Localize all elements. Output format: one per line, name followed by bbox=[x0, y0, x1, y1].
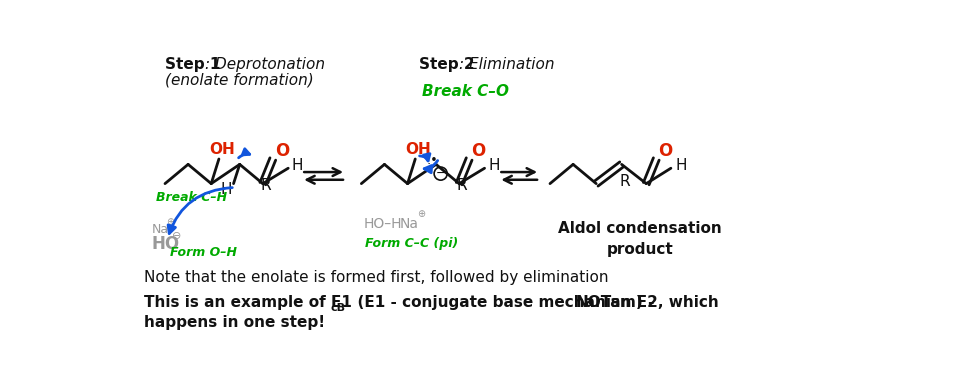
Text: H: H bbox=[291, 158, 303, 173]
Text: Break C–H: Break C–H bbox=[157, 191, 228, 204]
Text: R: R bbox=[260, 178, 271, 194]
Text: Na: Na bbox=[152, 223, 169, 236]
Text: : Elimination: : Elimination bbox=[458, 57, 554, 72]
Text: : Deprotonation: : Deprotonation bbox=[205, 57, 325, 72]
FancyArrowPatch shape bbox=[238, 149, 250, 158]
Text: ⊕: ⊕ bbox=[165, 217, 174, 227]
FancyArrowPatch shape bbox=[168, 188, 232, 234]
Text: NOT: NOT bbox=[575, 296, 611, 310]
Text: H: H bbox=[675, 158, 686, 173]
Text: Step 2: Step 2 bbox=[419, 57, 474, 72]
Text: O: O bbox=[471, 142, 485, 160]
Text: Note that the enolate is formed first, followed by elimination: Note that the enolate is formed first, f… bbox=[144, 270, 608, 285]
Text: Form O–H: Form O–H bbox=[170, 246, 236, 260]
Text: (enolate formation): (enolate formation) bbox=[165, 72, 313, 87]
Text: an E2, which: an E2, which bbox=[604, 296, 718, 310]
Text: (E1 - conjugate base mechanism) -: (E1 - conjugate base mechanism) - bbox=[346, 296, 658, 310]
Text: Break C–O: Break C–O bbox=[421, 84, 508, 99]
Text: R: R bbox=[456, 178, 467, 194]
Text: H: H bbox=[487, 158, 499, 173]
Text: −: − bbox=[435, 167, 446, 180]
Text: Step 1: Step 1 bbox=[165, 57, 220, 72]
Text: ⊖: ⊖ bbox=[172, 231, 181, 241]
Text: Form C–C (pi): Form C–C (pi) bbox=[364, 237, 457, 250]
Text: H: H bbox=[220, 182, 232, 197]
Text: Na: Na bbox=[399, 217, 418, 230]
Text: Aldol condensation
product: Aldol condensation product bbox=[557, 221, 721, 257]
FancyArrowPatch shape bbox=[419, 154, 430, 161]
Text: HO: HO bbox=[152, 235, 180, 253]
Text: ⊕: ⊕ bbox=[417, 210, 425, 220]
Text: OH: OH bbox=[209, 142, 234, 157]
Text: R: R bbox=[619, 174, 629, 189]
Text: O: O bbox=[657, 142, 672, 160]
Text: :•: :• bbox=[426, 154, 437, 167]
Text: OH: OH bbox=[405, 142, 431, 157]
Text: HO–H: HO–H bbox=[363, 217, 402, 230]
Text: cB: cB bbox=[331, 303, 345, 313]
FancyArrowPatch shape bbox=[424, 161, 437, 173]
Text: This is an example of E1: This is an example of E1 bbox=[144, 296, 352, 310]
Text: happens in one step!: happens in one step! bbox=[144, 315, 325, 330]
Text: O: O bbox=[275, 142, 289, 160]
